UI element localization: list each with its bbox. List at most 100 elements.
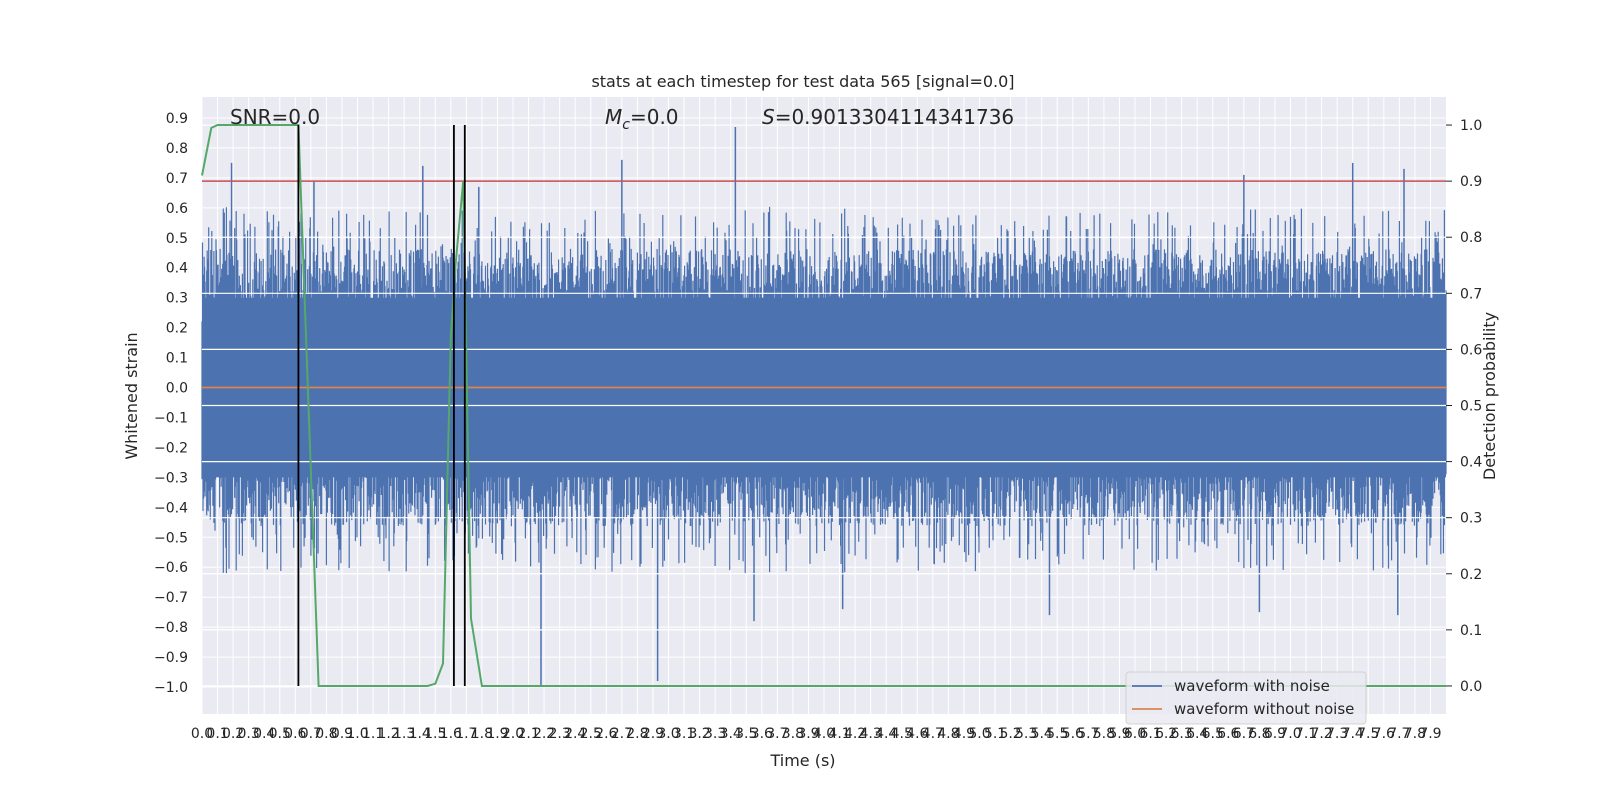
x-tick-label: 1.6 bbox=[440, 726, 462, 742]
x-tick-label: 7.9 bbox=[1419, 726, 1441, 742]
y-tick-label: −0.7 bbox=[154, 590, 188, 606]
x-tick-label: 3.9 bbox=[797, 726, 819, 742]
x-tick-label: 0.2 bbox=[222, 726, 244, 742]
x-tick-label: 6.6 bbox=[1217, 726, 1239, 742]
x-tick-label: 0.9 bbox=[331, 726, 353, 742]
vertical-markers bbox=[297, 125, 466, 686]
legend-box bbox=[1125, 671, 1367, 725]
x-tick-label: 2.2 bbox=[533, 726, 555, 742]
x-tick-label: 4.3 bbox=[860, 726, 882, 742]
x-tick-label: 3.8 bbox=[782, 726, 804, 742]
x-tick-label: 2.8 bbox=[626, 726, 648, 742]
x-tick-label: 1.2 bbox=[377, 726, 399, 742]
chirp-mass-symbol: M bbox=[605, 105, 622, 129]
x-tick-label: 5.0 bbox=[968, 726, 990, 742]
y2-tick-label: 0.5 bbox=[1460, 399, 1482, 415]
y-tick-label: −0.5 bbox=[154, 530, 188, 546]
x-tick-label: 0.7 bbox=[300, 726, 322, 742]
y2-tick-label: 0.8 bbox=[1460, 230, 1482, 246]
y-tick-label: −1.0 bbox=[154, 680, 188, 696]
detection-probability-series bbox=[201, 124, 1446, 687]
x-tick-label: 4.8 bbox=[937, 726, 959, 742]
y2-tick-label: 0.4 bbox=[1460, 455, 1482, 471]
x-tick-label: 1.4 bbox=[409, 726, 431, 742]
y-tick-label: −0.2 bbox=[154, 440, 188, 456]
x-tick-label: 2.6 bbox=[595, 726, 617, 742]
x-tick-label: 5.6 bbox=[1062, 726, 1084, 742]
x-tick-label: 4.9 bbox=[953, 726, 975, 742]
x-tick-label: 5.2 bbox=[999, 726, 1021, 742]
chirp-mass-annotation: Mc=0.0 bbox=[605, 105, 679, 133]
x-tick-label: 4.7 bbox=[922, 726, 944, 742]
x-tick-label: 0.6 bbox=[284, 726, 306, 742]
chirp-mass-subscript: c bbox=[622, 117, 630, 133]
y-tick-label: −0.1 bbox=[154, 410, 188, 426]
y-axis-label: Whitened strain bbox=[122, 332, 141, 459]
x-tick-label: 5.1 bbox=[984, 726, 1006, 742]
y2-tick-labels: 1.0 0.9 0.8 0.7 0.6 0.5 0.4 0.3 0.2 0.1 0.0 bbox=[1446, 118, 1482, 695]
x-tick-label: 5.5 bbox=[1046, 726, 1068, 742]
y2-tick-label: 1.0 bbox=[1460, 118, 1482, 134]
x-tick-label: 4.2 bbox=[844, 726, 866, 742]
x-tick-label: 4.5 bbox=[891, 726, 913, 742]
x-tick-label: 2.1 bbox=[517, 726, 539, 742]
y-tick-label: 0.0 bbox=[166, 381, 188, 397]
legend: waveform with noise waveform without noi… bbox=[1125, 671, 1367, 725]
detection-probability-line bbox=[201, 124, 1446, 687]
y-tick-label: 0.2 bbox=[166, 321, 188, 337]
chirp-mass-value: =0.0 bbox=[630, 105, 679, 129]
x-tick-label: 2.3 bbox=[549, 726, 571, 742]
x-tick-label: 0.5 bbox=[269, 726, 291, 742]
x-tick-label: 3.4 bbox=[720, 726, 742, 742]
x-tick-label: 0.8 bbox=[315, 726, 337, 742]
y-tick-labels: 0.9 0.8 0.7 0.6 0.5 0.4 0.3 0.2 0.1 0.0 −0.1 −0.2 −0… bbox=[154, 111, 188, 696]
x-tick-label: 5.8 bbox=[1093, 726, 1115, 742]
x-tick-label: 3.6 bbox=[751, 726, 773, 742]
y2-tick-label: 0.0 bbox=[1460, 679, 1482, 695]
x-tick-label: 7.5 bbox=[1357, 726, 1379, 742]
x-tick-label: 6.4 bbox=[1186, 726, 1208, 742]
y-tick-label: −0.3 bbox=[154, 470, 188, 486]
x-tick-label: 6.0 bbox=[1124, 726, 1146, 742]
x-tick-label: 3.1 bbox=[673, 726, 695, 742]
x-tick-label: 7.4 bbox=[1342, 726, 1364, 742]
y-tick-label: −0.9 bbox=[154, 650, 188, 666]
x-tick-label: 3.2 bbox=[688, 726, 710, 742]
x-tick-label: 3.7 bbox=[766, 726, 788, 742]
x-tick-label: 7.7 bbox=[1388, 726, 1410, 742]
snr-annotation: SNR=0.0 bbox=[230, 105, 320, 129]
y2-tick-label: 0.1 bbox=[1460, 623, 1482, 639]
y-tick-label: 0.3 bbox=[166, 291, 188, 307]
x-tick-label: 4.1 bbox=[828, 726, 850, 742]
score-value: =0.9013304114341736 bbox=[775, 105, 1014, 129]
x-tick-label: 0.1 bbox=[206, 726, 228, 742]
x-tick-labels: 0.00.10.20.30.40.50.60.70.80.91.01.11.21… bbox=[191, 726, 1442, 742]
x-tick-label: 5.4 bbox=[1031, 726, 1053, 742]
y-tick-label: 0.4 bbox=[166, 261, 188, 277]
x-tick-label: 7.2 bbox=[1310, 726, 1332, 742]
y2-tick-label: 0.7 bbox=[1460, 286, 1482, 302]
y-tick-label: 0.6 bbox=[166, 201, 188, 217]
x-tick-label: 6.7 bbox=[1233, 726, 1255, 742]
x-tick-label: 3.5 bbox=[735, 726, 757, 742]
chart-title: stats at each timestep for test data 565… bbox=[591, 72, 1014, 91]
y2-axis-label: Detection probability bbox=[1480, 312, 1499, 480]
legend-label-noise: waveform with noise bbox=[1174, 677, 1330, 695]
x-tick-label: 4.0 bbox=[813, 726, 835, 742]
score-symbol: S bbox=[762, 105, 775, 129]
x-tick-label: 0.3 bbox=[238, 726, 260, 742]
x-tick-label: 2.0 bbox=[502, 726, 524, 742]
y2-tick-label: 0.9 bbox=[1460, 174, 1482, 190]
x-tick-label: 7.0 bbox=[1279, 726, 1301, 742]
x-tick-label: 6.8 bbox=[1248, 726, 1270, 742]
x-tick-label: 2.4 bbox=[564, 726, 586, 742]
x-tick-label: 3.0 bbox=[657, 726, 679, 742]
x-tick-label: 5.3 bbox=[1015, 726, 1037, 742]
y-tick-label: −0.4 bbox=[154, 500, 188, 516]
x-tick-label: 6.9 bbox=[1264, 726, 1286, 742]
x-tick-label: 7.8 bbox=[1404, 726, 1426, 742]
x-tick-label: 1.7 bbox=[455, 726, 477, 742]
x-tick-label: 4.6 bbox=[906, 726, 928, 742]
x-tick-label: 1.5 bbox=[424, 726, 446, 742]
x-tick-label: 6.5 bbox=[1202, 726, 1224, 742]
